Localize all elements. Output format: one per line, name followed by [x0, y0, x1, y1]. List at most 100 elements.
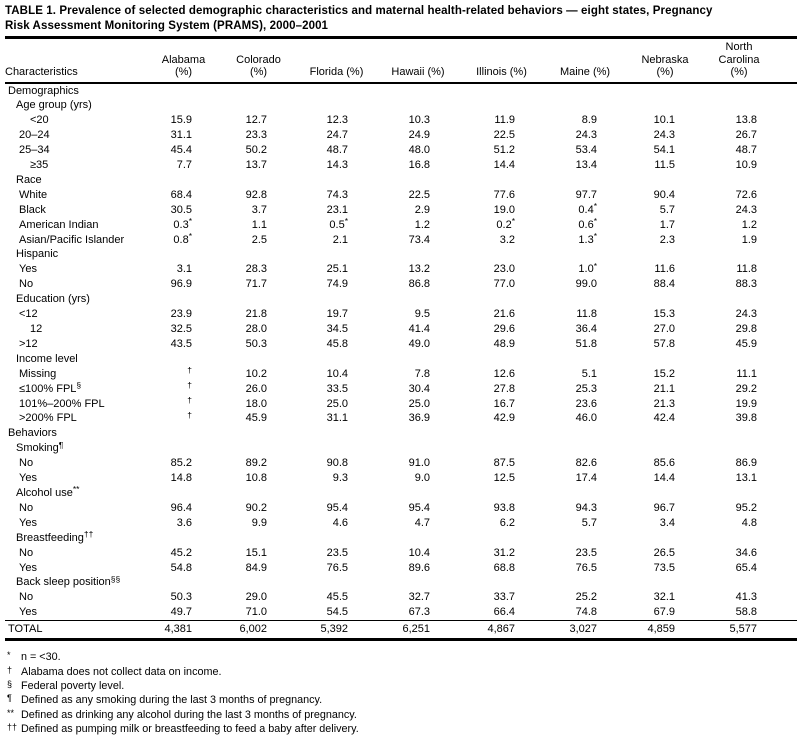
cell-value — [711, 352, 797, 367]
footnote-marker: ** — [7, 707, 15, 718]
cell-value: 57.8 — [653, 337, 675, 350]
cell-value: 21.8 — [245, 308, 267, 321]
cell-value: 11.8 — [736, 263, 757, 276]
cell-value: 9.5 — [414, 308, 430, 321]
cell-value: 67.3 — [408, 606, 430, 619]
row-label: Yes — [19, 263, 37, 276]
cell-value — [466, 83, 551, 99]
cell-value: 93.8 — [493, 501, 515, 514]
cell-value: 39.8 — [735, 412, 757, 425]
cell-value: 11.6 — [654, 263, 675, 276]
cell-value: 4.8 — [741, 516, 757, 529]
row-label: Smoking¶ — [16, 439, 64, 455]
cell-value: 10.8 — [245, 472, 267, 485]
header-cell: Nebraska (%) — [633, 39, 711, 84]
cell-value: † — [153, 395, 228, 412]
cell-value: 76.5 — [326, 561, 348, 574]
table-row: No 96.4 90.2 95.4 95.4 93.8 94.3 96.7 95.2 — [5, 501, 797, 516]
cell-value — [466, 98, 551, 113]
cell-value: 0.2* — [496, 216, 515, 231]
header-cell: Maine (%) — [551, 39, 633, 84]
row-label: 12 — [30, 323, 43, 335]
cell-value: 95.2 — [735, 501, 757, 514]
cell-value: 3,027 — [551, 620, 633, 642]
cell-value: 22.5 — [493, 129, 515, 142]
row-label: No — [19, 278, 34, 291]
cell-value — [228, 426, 303, 441]
cell-value: 1.3* — [578, 231, 597, 246]
table-row: No 45.2 15.1 23.5 10.4 31.2 23.5 26.5 34.6 — [5, 546, 797, 561]
cell-value: 24.3 — [735, 308, 757, 321]
cell-value — [466, 441, 551, 456]
header-cell: Alabama (%) — [153, 39, 228, 84]
cell-value — [466, 247, 551, 262]
row-label: No — [19, 501, 34, 514]
cell-value: 86.9 — [735, 457, 757, 470]
cell-value: 12.7 — [245, 114, 267, 127]
section-row: Smoking¶ — [5, 439, 797, 456]
dagger-footnote-mark: † — [187, 409, 192, 420]
cell-value: 4.6 — [332, 516, 348, 529]
cell-value: 96.4 — [170, 501, 192, 514]
cell-value: 2.1 — [332, 233, 348, 246]
table-row: ≥35 7.7 13.7 14.3 16.8 14.4 13.4 11.5 10.9 — [5, 158, 797, 173]
cell-value: 22.5 — [408, 188, 430, 201]
cell-value: 27.8 — [493, 382, 515, 395]
cell-value — [384, 486, 466, 501]
cell-value: 6,251 — [384, 620, 466, 642]
cell-value — [633, 247, 711, 262]
cell-value: 46.0 — [575, 412, 597, 425]
cell-value: 5.1 — [581, 367, 597, 380]
cell-value: 18.0 — [245, 397, 267, 410]
asterisk-footnote-mark: * — [593, 201, 597, 212]
cell-value: 23.5 — [575, 546, 597, 559]
cell-value — [384, 247, 466, 262]
cell-value — [551, 426, 633, 441]
footnote: § Federal poverty level. — [5, 679, 797, 693]
cell-value: 76.5 — [575, 561, 597, 574]
cell-value — [711, 292, 797, 307]
dagger-footnote-mark: † — [187, 395, 192, 406]
cell-value: 45.5 — [326, 591, 348, 604]
cell-value: 26.0 — [245, 382, 267, 395]
cell-value: 32.1 — [653, 591, 675, 604]
cell-value — [551, 292, 633, 307]
header-cell: Characteristics — [5, 39, 153, 84]
cell-value: 24.7 — [326, 129, 348, 142]
cell-value — [303, 247, 384, 262]
cell-value: 45.8 — [326, 337, 348, 350]
row-label: >200% FPL — [19, 412, 77, 425]
cell-value — [303, 292, 384, 307]
asterisk-footnote-mark: * — [593, 216, 597, 227]
cell-value — [384, 292, 466, 307]
cell-value: 11.1 — [736, 367, 757, 380]
cell-value: 13.7 — [245, 159, 267, 172]
cell-value — [303, 441, 384, 456]
cell-value: 21.1 — [653, 382, 675, 395]
cell-value: 54.1 — [653, 144, 675, 157]
header-label: Characteristics — [5, 66, 78, 78]
cell-value — [466, 531, 551, 546]
cell-value: 90.2 — [245, 501, 267, 514]
section-row: Race — [5, 173, 797, 188]
cell-value — [303, 575, 384, 590]
cell-value — [303, 83, 384, 99]
cell-value: 3.7 — [251, 203, 267, 216]
cell-value: 29.0 — [245, 591, 267, 604]
cell-value: 10.2 — [245, 367, 267, 380]
row-label: 20–24 — [19, 129, 50, 142]
cell-value: 4,381 — [153, 620, 228, 642]
row-label: Asian/Pacific Islander — [19, 233, 125, 246]
asterisk-footnote-mark: * — [188, 231, 192, 242]
cell-value — [633, 292, 711, 307]
cell-value: 34.5 — [326, 323, 348, 335]
header-label: Florida (%) — [309, 66, 364, 78]
cell-value: 95.4 — [408, 501, 430, 514]
row-label: No — [19, 546, 34, 559]
cell-value: 10.9 — [735, 159, 757, 172]
section-row: Hispanic — [5, 247, 797, 262]
cell-value — [633, 441, 711, 456]
header-label: Carolina (%) — [718, 53, 760, 79]
table-row: Asian/Pacific Islander 0.8* 2.5 2.1 73.4 3.2 1… — [5, 231, 797, 248]
cell-value: 0.6* — [578, 216, 597, 231]
